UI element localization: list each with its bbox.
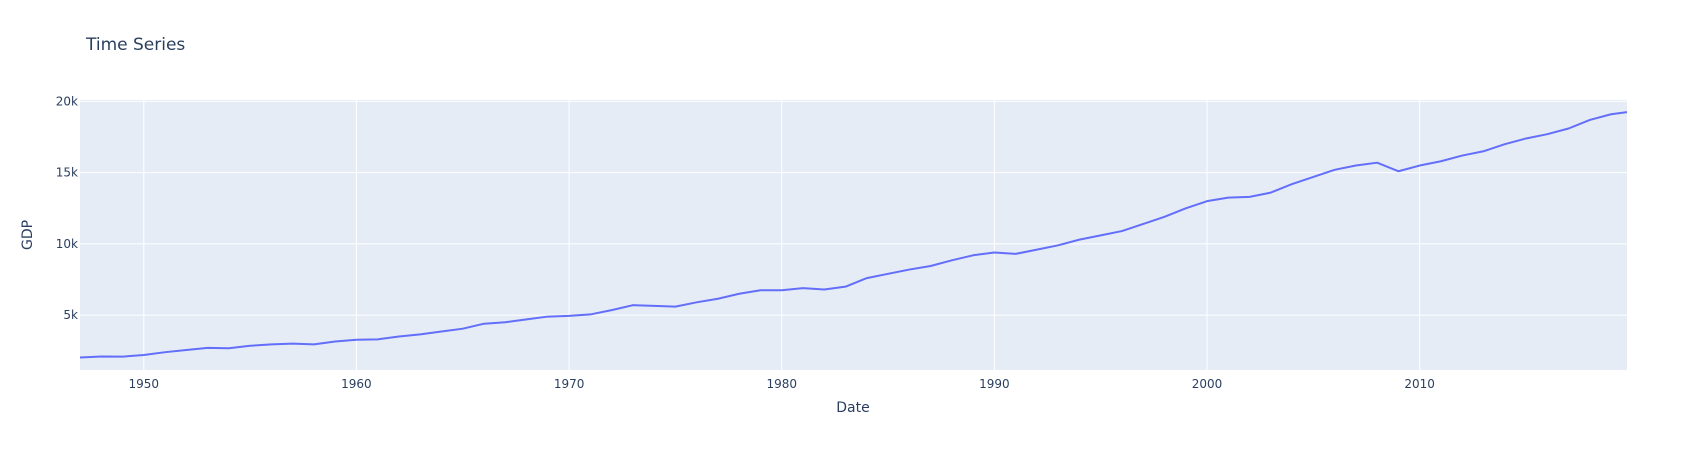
chart-title: Time Series bbox=[85, 35, 185, 55]
x-tick-label: 1970 bbox=[554, 377, 585, 391]
y-tick-label: 10k bbox=[56, 237, 78, 251]
x-axis-title: Date bbox=[836, 400, 869, 416]
line-series bbox=[79, 111, 1628, 359]
x-tick-label: 1950 bbox=[129, 377, 160, 391]
x-tick-label: 1980 bbox=[766, 377, 797, 391]
x-tick-label: 1990 bbox=[979, 377, 1010, 391]
y-tick-label: 20k bbox=[56, 94, 78, 108]
y-tick-label: 15k bbox=[56, 166, 78, 180]
y-axis-title: GDP bbox=[20, 220, 36, 250]
x-tick-label: 1960 bbox=[341, 377, 372, 391]
y-tick-label: 5k bbox=[63, 308, 78, 322]
x-tick-label: 2000 bbox=[1192, 377, 1223, 391]
x-tick-label: 2010 bbox=[1404, 377, 1435, 391]
plot-area bbox=[80, 100, 1627, 370]
